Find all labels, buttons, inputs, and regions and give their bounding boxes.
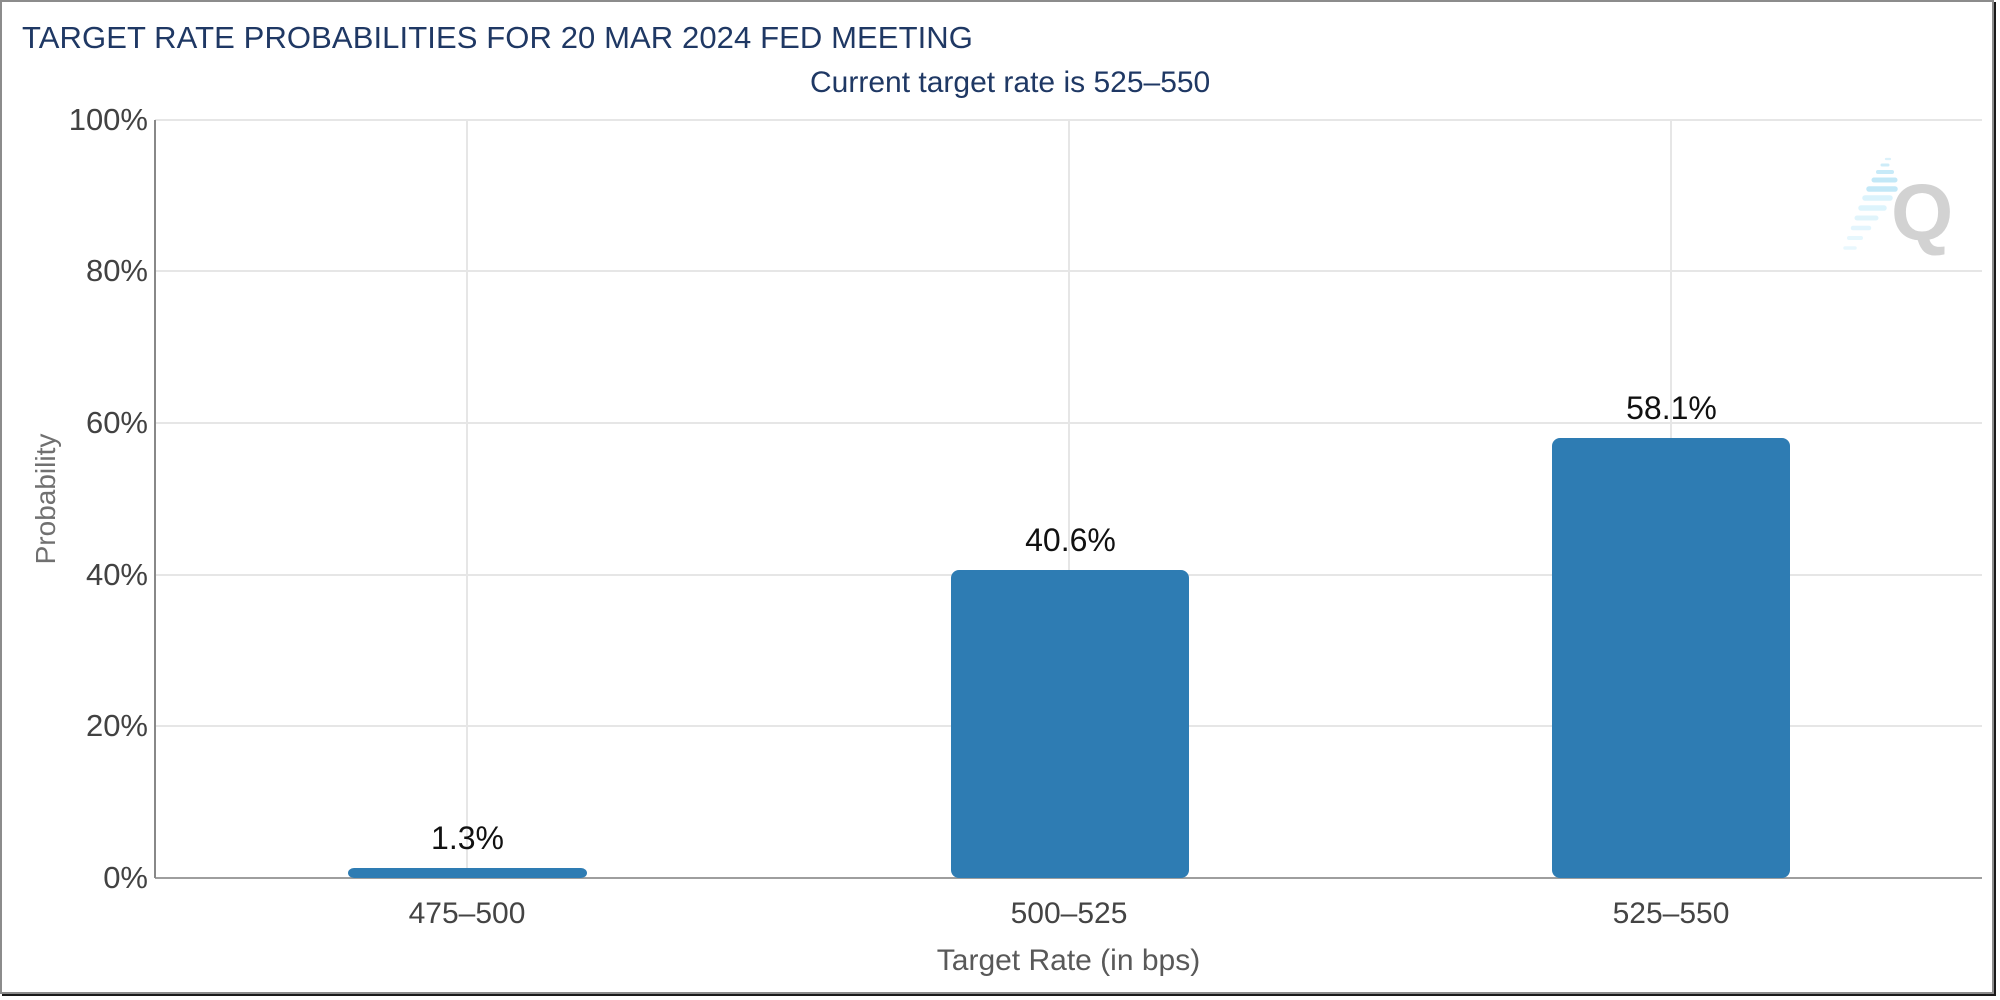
svg-text:Q: Q <box>1891 168 1953 257</box>
